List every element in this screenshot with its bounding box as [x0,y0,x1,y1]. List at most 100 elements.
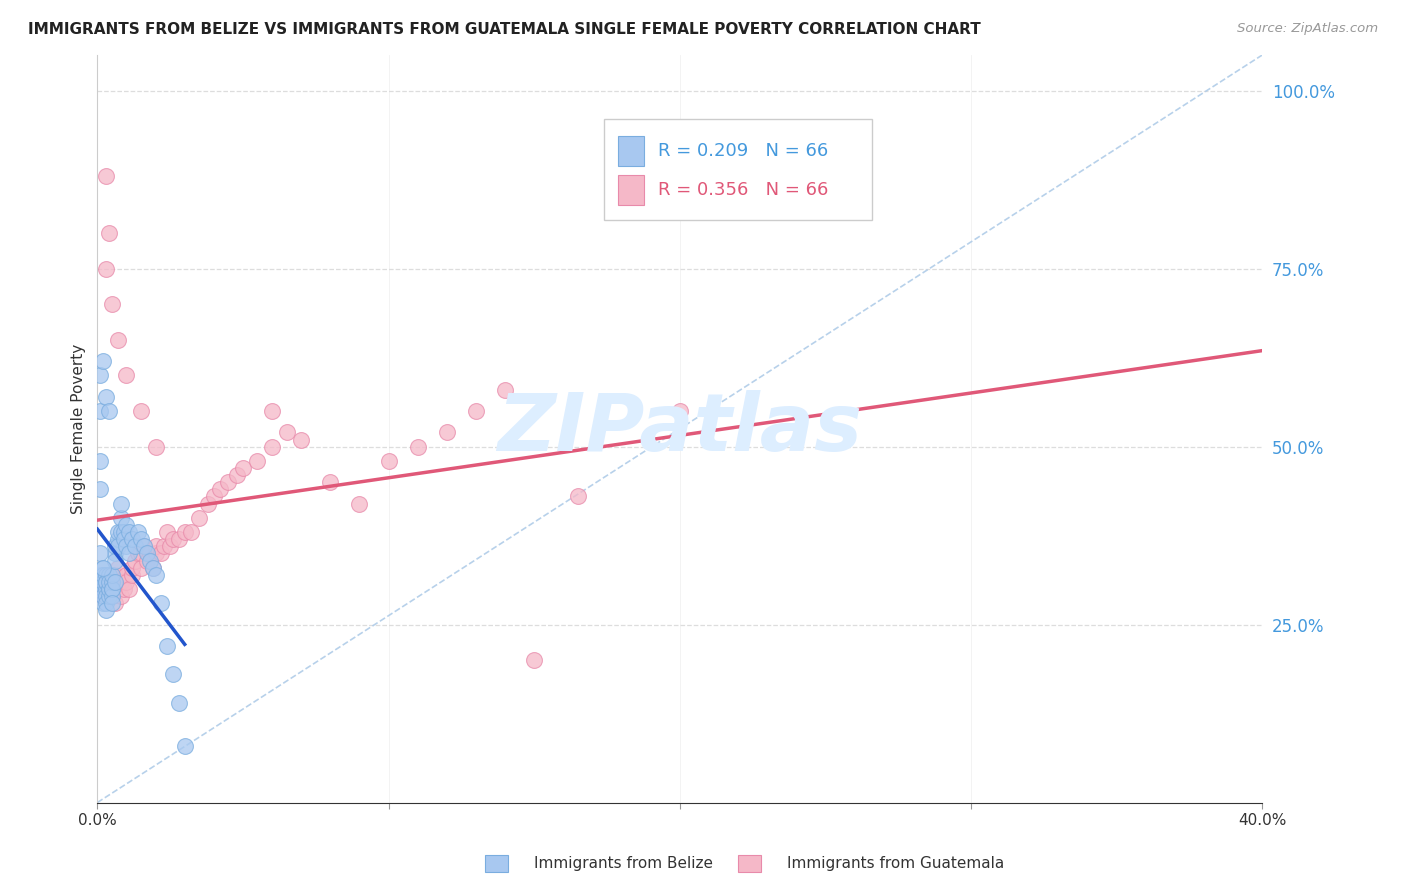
Point [104,539,127,553]
Point [89,582,111,596]
Point [668,404,690,418]
Point [127,524,149,539]
Text: Immigrants from Belize: Immigrants from Belize [534,856,713,871]
Point [101,582,124,596]
Point [98,582,121,596]
Point [89,546,111,560]
Point [377,454,399,468]
Point [129,532,152,546]
Point [91,560,114,574]
Point [89,404,111,418]
Point [145,539,167,553]
Point [226,468,249,483]
Point [98,589,121,603]
Point [107,582,129,596]
Point [132,539,155,553]
Bar [619,175,644,204]
Point [98,404,121,418]
Point [98,574,121,589]
Point [180,524,202,539]
Point [94,582,117,596]
Point [115,567,138,582]
Text: IMMIGRANTS FROM BELIZE VS IMMIGRANTS FROM GUATEMALA SINGLE FEMALE POVERTY CORREL: IMMIGRANTS FROM BELIZE VS IMMIGRANTS FRO… [28,22,981,37]
Point [112,582,135,596]
Point [115,539,138,553]
Point [104,546,127,560]
Point [91,567,114,582]
Point [135,553,157,567]
Point [217,475,239,490]
Point [173,524,195,539]
Point [94,596,117,610]
Point [142,560,165,574]
Point [89,567,111,582]
Point [94,589,117,603]
Point [104,574,127,589]
Point [107,539,129,553]
Point [101,567,124,582]
Point [567,490,589,504]
Point [91,574,114,589]
FancyBboxPatch shape [605,119,872,219]
Point [121,532,143,546]
Point [156,524,179,539]
Point [89,574,111,589]
Point [91,560,114,574]
Point [110,589,132,603]
Point [101,574,124,589]
Point [89,483,111,497]
Point [115,368,138,383]
Point [101,582,124,596]
Point [156,639,179,653]
Point [110,524,132,539]
Point [197,497,219,511]
Point [464,404,486,418]
Point [260,404,283,418]
Point [91,596,114,610]
Point [121,560,143,574]
Point [139,546,162,560]
Point [94,582,117,596]
Point [118,524,141,539]
Point [129,546,152,560]
Point [112,532,135,546]
Point [98,226,121,240]
Text: Source: ZipAtlas.com: Source: ZipAtlas.com [1237,22,1378,36]
Point [107,560,129,574]
Point [319,475,342,490]
Point [101,589,124,603]
Point [98,582,121,596]
Point [94,261,117,276]
Point [162,532,184,546]
Point [101,589,124,603]
Point [98,567,121,582]
Point [94,390,117,404]
Point [153,539,176,553]
Point [118,546,141,560]
Point [135,546,157,560]
Point [89,368,111,383]
Point [107,524,129,539]
Point [89,454,111,468]
Point [159,539,181,553]
Point [94,169,117,183]
Point [188,510,211,524]
Text: R = 0.209   N = 66: R = 0.209 N = 66 [658,142,828,160]
Point [246,454,269,468]
Point [494,383,516,397]
Text: R = 0.356   N = 66: R = 0.356 N = 66 [658,181,828,199]
Point [110,574,132,589]
Point [94,603,117,617]
Point [86,582,108,596]
Point [124,539,146,553]
Point [145,440,167,454]
Point [94,574,117,589]
Point [162,667,184,681]
Point [145,567,167,582]
Point [260,440,283,454]
Point [150,546,173,560]
Point [142,560,165,574]
Point [107,532,129,546]
Point [112,524,135,539]
Point [349,497,371,511]
